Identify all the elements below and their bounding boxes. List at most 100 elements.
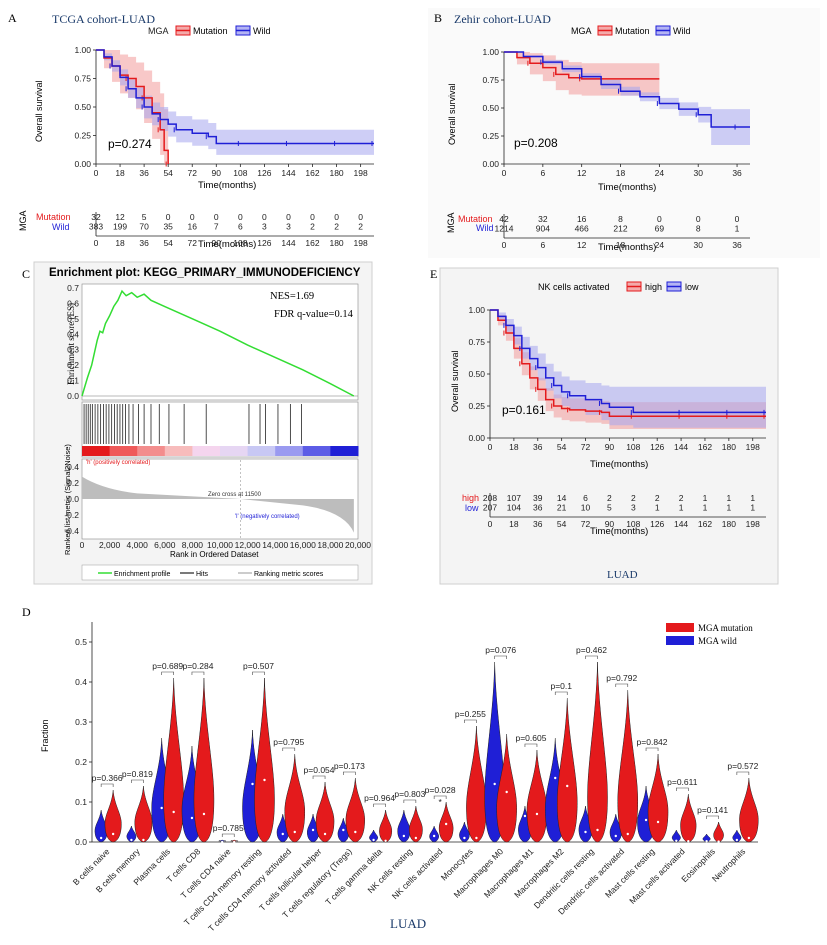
panel-e-xtick-label: 126 <box>650 442 664 452</box>
panel-d-violin-mutation <box>466 725 487 843</box>
panel-a-risk-xtick-label: 90 <box>212 238 222 248</box>
panel-c-xlabel: Rank in Ordered Dataset <box>170 550 259 559</box>
panel-d-violin-mutation-median <box>354 830 357 834</box>
panel-c-ranking-colorbar-segment <box>247 446 276 456</box>
panel-c-metric-ytick-label: -0.2 <box>64 510 79 520</box>
panel-c-ylabel-es: Enrichment score (ES) <box>66 303 76 385</box>
panel-c-xtick-label: 16,000 <box>290 540 316 550</box>
panel-d-pvalue-label: p=0.689 <box>152 661 183 671</box>
panel-d-violin-mutation-median <box>475 836 478 840</box>
panel-d-violin-mutation-median <box>717 840 720 843</box>
panel-c-legend-box <box>81 564 359 581</box>
panel-d-violin-wild-median <box>372 838 375 842</box>
panel-d-violin-mutation-median <box>566 784 569 788</box>
panel-e-risk-cell: 1 <box>703 503 708 513</box>
panel-e-risk-cell: 104 <box>507 503 521 513</box>
panel-e-ytick-label: 0.00 <box>468 433 485 443</box>
panel-d-pvalue-bracket <box>494 655 507 659</box>
panel-letter-e: E <box>430 267 437 281</box>
panel-b-risk-xtick-label: 18 <box>616 240 626 250</box>
panel-letter-a: A <box>8 11 17 25</box>
panel-c-xtick-label: 8,000 <box>182 540 204 550</box>
panel-e-caption: LUAD <box>607 569 638 581</box>
panel-e-risk-cell: 207 <box>483 503 497 513</box>
panel-e-risk-cell: 2 <box>631 493 636 503</box>
panel-a-risk-cell: 199 <box>113 222 127 232</box>
panel-a-ylabel: Overall survival <box>34 80 44 142</box>
panel-d-pvalue-label: p=0.803 <box>394 789 425 799</box>
panel-c-es-ytick-label: 0.1 <box>67 376 79 386</box>
panel-e-risk-cell: 2 <box>679 493 684 503</box>
panel-e-ci-band-high <box>490 310 766 430</box>
panel-d-violin-mutation <box>315 781 335 843</box>
panel-d-pvalue-bracket <box>706 815 719 819</box>
panel-c-metric-ytick-label: 0.0 <box>67 494 79 504</box>
panel-c-es-ytick-label: 0.0 <box>67 391 79 401</box>
panel-e-risk-xtick-label: 72 <box>581 519 591 529</box>
panel-c-xtick-label: 14,000 <box>262 540 288 550</box>
panel-a-ytick-label: 0.75 <box>74 74 91 84</box>
panel-e-legend-high: high <box>645 282 662 292</box>
panel-d-violin-wild-median <box>281 832 284 836</box>
panel-a-risk-cell: 3 <box>286 222 291 232</box>
panel-c-ranking-colorbar-segment <box>192 446 221 456</box>
panel-d-violin-mutation-median <box>414 836 418 840</box>
panel-d-violin-mutation <box>134 785 153 843</box>
panel-e-xtick-label: 108 <box>626 442 640 452</box>
panel-a-risk-xtick-label: 72 <box>187 238 197 248</box>
panel-e-risk-cell: 2 <box>607 493 612 503</box>
panel-d-legend-swatch-wild <box>666 636 694 645</box>
panel-a-risk-cell: 16 <box>187 222 197 232</box>
panel-d-pvalue-label: p=0.054 <box>304 765 335 775</box>
panel-d-violin-wild-median <box>221 840 224 844</box>
panel-a-risk-cell: 0 <box>190 212 195 222</box>
panel-a-legend-wild: Wild <box>253 26 271 36</box>
panel-a-risk-xtick-label: 126 <box>257 238 271 248</box>
panel-b-legend-mutation: Mutation <box>615 26 650 36</box>
panel-e-ytick-label: 0.75 <box>468 337 485 347</box>
panel-d-legend-swatch-mutation <box>666 623 694 632</box>
panel-b-ytick-label: 0.00 <box>482 159 499 169</box>
panel-c-ranking-colorbar-segment <box>164 446 193 456</box>
panel-a-risk-cell: 70 <box>139 222 149 232</box>
panel-a-risk-cell: 0 <box>166 212 171 222</box>
panel-a-xtick-label: 90 <box>212 168 222 178</box>
panel-e-xtick-label: 162 <box>698 442 712 452</box>
panel-b-risk-xtick-label: 36 <box>732 240 742 250</box>
panel-b-risk-cell: 42 <box>499 214 509 224</box>
panel-d-violin-mutation-median <box>656 820 660 824</box>
panel-d-violin-mutation <box>680 793 697 843</box>
panel-d-violin-mutation <box>713 821 724 843</box>
panel-c-xtick-label: 2,000 <box>99 540 121 550</box>
panel-d-violin-mutation-median <box>535 812 539 816</box>
panel-e-ci-band-low <box>490 310 766 428</box>
panel-a-risk-cell: 5 <box>142 212 147 222</box>
panel-b-risk-xtick-label: 24 <box>655 240 665 250</box>
panel-d-category-label: Mast cells activated <box>627 846 687 906</box>
panel-d-violin-wild <box>429 825 439 843</box>
panel-d-pvalue-label: p=0.819 <box>122 769 153 779</box>
panel-d-violin-wild-median <box>311 828 315 832</box>
panel-d-violin-mutation <box>587 661 608 843</box>
panel-d-pvalue-label: p=0.1 <box>550 681 572 691</box>
panel-e-risk-xtick-label: 18 <box>509 519 519 529</box>
panel-e-risk-cell: 6 <box>583 493 588 503</box>
panel-a-risk-cell: 0 <box>310 212 315 222</box>
panel-d-violin-mutation-median <box>596 828 599 832</box>
panel-a-risk-cell: 2 <box>310 222 315 232</box>
panel-e-risk-cell: 1 <box>703 493 708 503</box>
panel-b-ytick-label: 0.25 <box>482 131 499 141</box>
panel-e-xtick-label: 72 <box>581 442 591 452</box>
panel-c-zero-cross: Zero cross at 11500 <box>208 492 262 498</box>
panel-d-violin-wild-median <box>523 814 527 818</box>
panel-c-es-ytick-label: 0.2 <box>67 360 79 370</box>
panel-c-es-ytick-label: 0.5 <box>67 314 79 324</box>
panel-d-ytick-label: 0.1 <box>75 797 87 807</box>
panel-letter-b: B <box>434 11 442 25</box>
panel-c-xtick-label: 6,000 <box>154 540 176 550</box>
panel-e-risk-xtick-label: 198 <box>746 519 760 529</box>
panel-b-risk-xtick-label: 0 <box>502 240 507 250</box>
panel-e-risk-xlabel: Time(months) <box>590 526 648 537</box>
panel-d-pvalue-label: p=0.605 <box>515 733 546 743</box>
panel-c-metric-ytick-label: 0.2 <box>67 478 79 488</box>
